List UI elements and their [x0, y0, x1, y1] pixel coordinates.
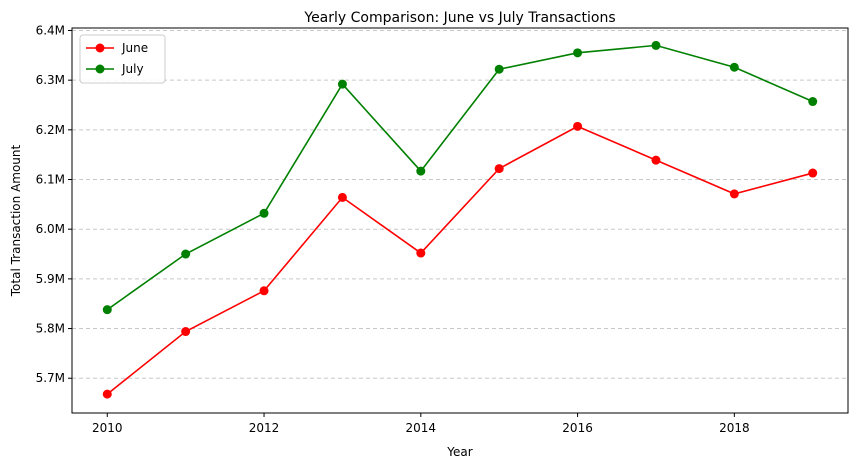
series-layer	[102, 40, 818, 399]
x-tick-label: 2010	[92, 421, 123, 435]
legend-june-marker	[95, 43, 105, 53]
june-point	[259, 286, 269, 296]
july-point	[494, 64, 504, 74]
x-tick-label: 2016	[562, 421, 593, 435]
june-point	[651, 155, 661, 165]
y-tick-label: 6.2M	[36, 123, 65, 137]
legend-june-label: June	[121, 41, 148, 55]
x-axis: 2010 2012 2014 2016 2018	[92, 413, 750, 435]
series-july	[102, 40, 818, 315]
july-point	[808, 97, 818, 107]
legend: June July	[79, 34, 166, 84]
june-point	[729, 189, 739, 199]
june-point	[416, 248, 426, 258]
y-tick-label: 5.7M	[36, 371, 65, 385]
july-point	[181, 249, 191, 259]
july-point	[337, 79, 347, 89]
x-tick-label: 2018	[719, 421, 750, 435]
gridlines	[72, 29, 848, 379]
chart-title: Yearly Comparison: June vs July Transact…	[303, 10, 615, 26]
y-axis: 5.7M 5.8M 5.9M 6.0M 6.1M 6.2M 6.3M 6.4M	[36, 23, 72, 385]
y-tick-label: 6.3M	[36, 73, 65, 87]
x-axis-title: Year	[446, 445, 472, 459]
y-tick-label: 6.4M	[36, 23, 65, 37]
series-june	[102, 121, 818, 399]
july-line	[106, 44, 814, 311]
y-tick-label: 6.0M	[36, 222, 65, 236]
legend-july-marker	[95, 64, 105, 74]
y-tick-label: 6.1M	[36, 173, 65, 187]
x-tick-label: 2012	[249, 421, 280, 435]
y-axis-title: Total Transaction Amount	[9, 144, 23, 297]
july-point	[651, 40, 661, 50]
july-point	[729, 62, 739, 72]
y-tick-label: 5.9M	[36, 272, 65, 286]
june-line	[106, 125, 813, 395]
july-point	[573, 48, 583, 58]
june-point	[337, 192, 347, 202]
y-tick-label: 5.8M	[36, 322, 65, 336]
plot-area-frame	[71, 27, 849, 414]
july-point	[259, 208, 269, 218]
june-point	[808, 168, 818, 178]
july-point	[416, 166, 426, 176]
june-point	[494, 164, 504, 174]
july-point	[102, 305, 112, 315]
june-point	[573, 121, 583, 131]
june-point	[102, 389, 112, 399]
june-point	[181, 327, 191, 337]
legend-july-label: July	[121, 62, 144, 76]
x-tick-label: 2014	[406, 421, 437, 435]
